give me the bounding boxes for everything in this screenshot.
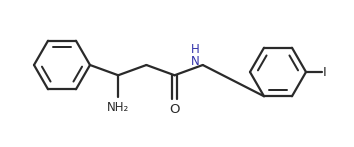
Text: O: O	[169, 103, 180, 116]
Text: I: I	[323, 66, 327, 78]
Text: NH₂: NH₂	[107, 101, 129, 114]
Text: H
N: H N	[191, 42, 200, 67]
